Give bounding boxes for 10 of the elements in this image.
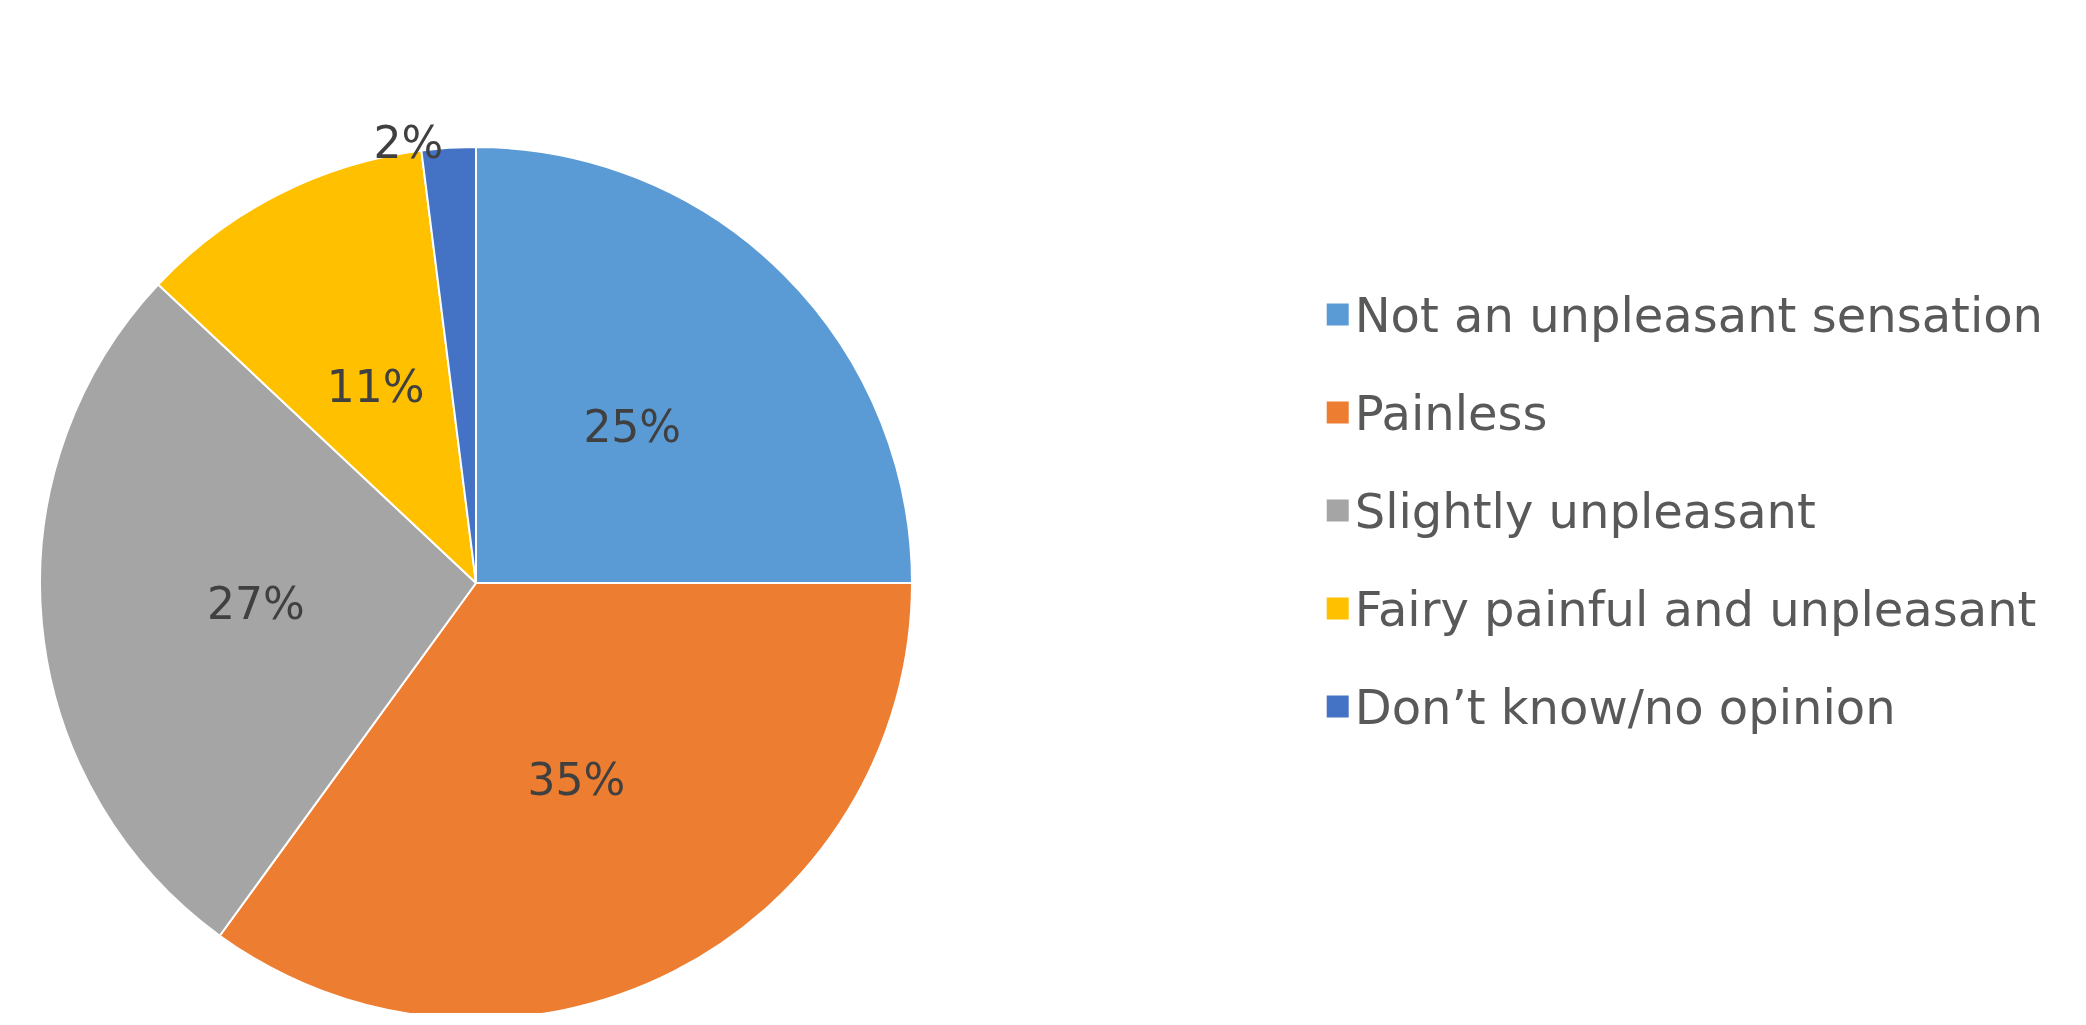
data-label: 11%	[326, 360, 425, 412]
data-label: 25%	[583, 401, 682, 453]
legend-label: Not an unpleasant sensation	[1354, 286, 2044, 343]
legend-label: Painless	[1354, 384, 1548, 441]
legend-label: Fairy painful and unpleasant	[1354, 580, 2037, 637]
data-label: 27%	[207, 578, 305, 630]
legend-label: Slightly unpleasant	[1354, 482, 1816, 539]
data-label: 2%	[373, 117, 444, 169]
data-label: 35%	[527, 754, 626, 806]
legend-label: Don’t know/no opinion	[1354, 678, 1896, 735]
